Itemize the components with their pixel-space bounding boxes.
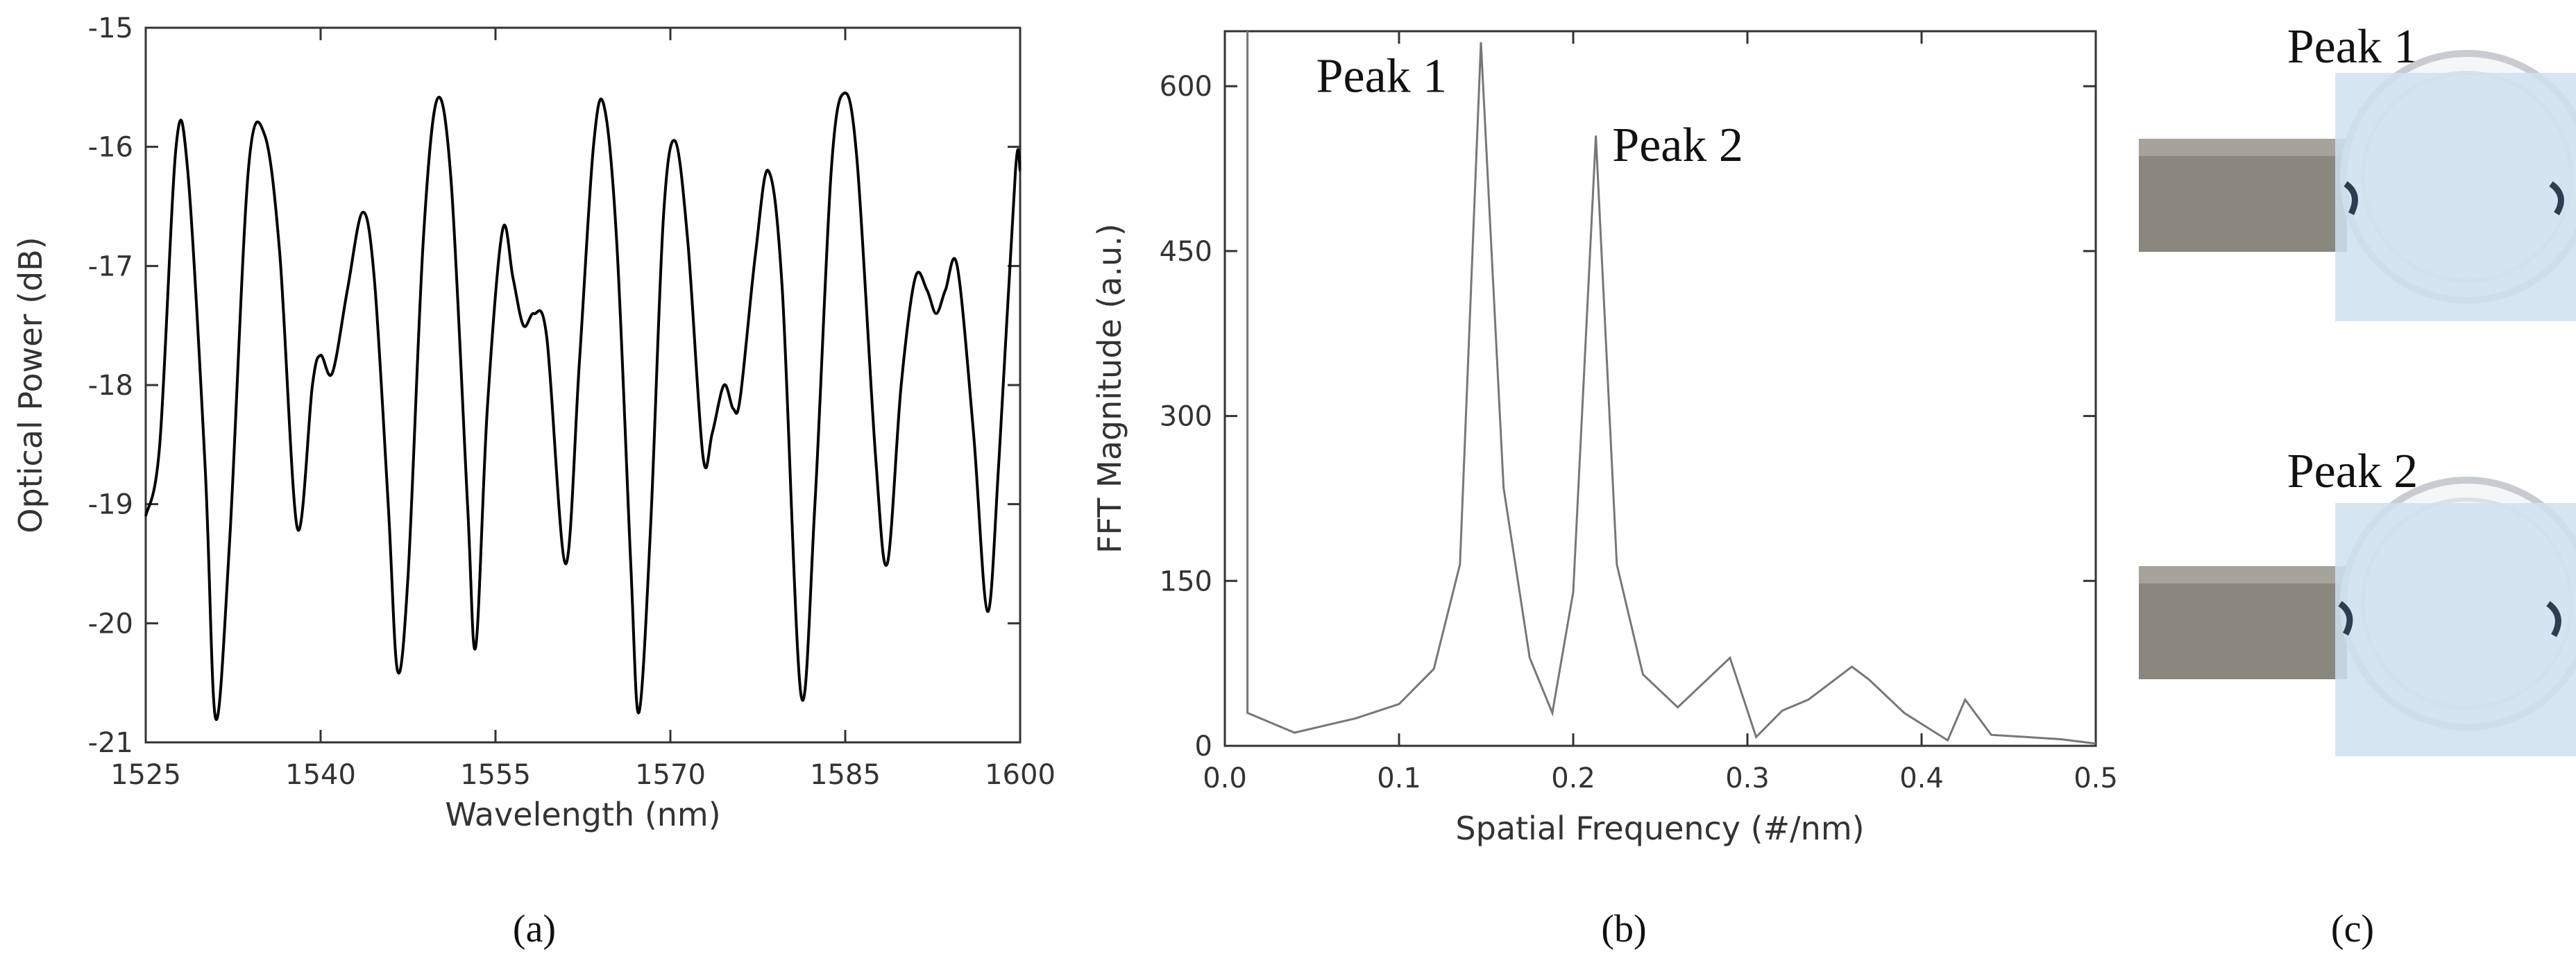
panel-c-illustration: Peak 1 Peak 2 <box>2139 20 2576 756</box>
x-tick-label: 0.2 <box>1551 762 1595 794</box>
panel-b-plot-frame <box>1223 30 2097 747</box>
fiber-stem-bottom-highlight <box>2139 566 2347 583</box>
y-tick-label: 300 <box>1160 401 1212 433</box>
peak-2-left-arrow-icon <box>2338 601 2353 636</box>
caption-a: (a) <box>513 907 556 951</box>
panel-b-peak-2-annotation: Peak 2 <box>1612 119 1743 172</box>
peak-2-right-arrow-icon <box>2546 601 2561 638</box>
panel-a-ticks <box>144 26 1022 744</box>
y-tick-label: -15 <box>88 12 133 44</box>
y-tick-label: 450 <box>1160 236 1212 268</box>
caption-c-letter: c <box>2344 907 2362 951</box>
x-tick-label: 0.3 <box>1725 762 1770 794</box>
x-tick-label: 0.1 <box>1377 762 1421 794</box>
y-tick-label: -18 <box>88 370 133 402</box>
x-tick-label: 1585 <box>810 759 881 791</box>
caption-b-text: (b) <box>1601 907 1646 951</box>
x-tick-label: 0.0 <box>1203 762 1247 794</box>
panel-a-chart: 1525 1540 1555 1570 1585 1600 -21 -20 -19 -18 -17 -… <box>12 12 1056 833</box>
peak-2-mode-highlight <box>2335 503 2576 756</box>
panel-a-plot-frame <box>144 26 1022 744</box>
y-tick-label: -20 <box>88 608 133 640</box>
x-tick-label: 1600 <box>985 759 1056 791</box>
x-tick-label: 1570 <box>635 759 706 791</box>
caption-c: (c) <box>2331 907 2374 951</box>
panel-c-peak-2-label: Peak 2 <box>2287 445 2418 498</box>
x-tick-label: 1525 <box>110 759 181 791</box>
panel-a-x-axis-label: Wavelength (nm) <box>445 796 720 833</box>
peak-1-right-arrow-icon <box>2549 181 2564 216</box>
panel-b-chart: 0.0 0.1 0.2 0.3 0.4 0.5 0 150 300 450 600 Peak 1 P… <box>1091 30 2118 847</box>
peak-1-schematic: Peak 1 <box>2139 20 2576 321</box>
panel-a-transmission-curve <box>144 92 1022 722</box>
peak-1-mode-highlight <box>2335 73 2576 321</box>
caption-b: (b) <box>1601 907 1646 951</box>
x-tick-label: 1555 <box>460 759 531 791</box>
panel-b-y-axis-label: FFT Magnitude (a.u.) <box>1091 223 1128 554</box>
x-tick-label: 0.5 <box>2074 762 2118 794</box>
caption-a-letter: a <box>526 907 543 951</box>
panel-a-tick-labels: 1525 1540 1555 1570 1585 1600 -21 -20 -19 -18 -17 -… <box>88 12 1056 791</box>
caption-c-text: (c) <box>2331 907 2374 951</box>
fiber-stem-bottom <box>2139 566 2347 679</box>
x-tick-label: 0.4 <box>1899 762 1944 794</box>
panel-c-peak-1-label: Peak 1 <box>2287 20 2418 74</box>
panel-b-ticks <box>1223 31 2097 747</box>
panel-b-x-axis-label: Spatial Frequency (#/nm) <box>1455 810 1864 847</box>
y-tick-label: -17 <box>88 250 133 282</box>
y-tick-label: 0 <box>1195 731 1212 762</box>
x-tick-label: 1540 <box>285 759 356 791</box>
panel-b-peak-1-annotation: Peak 1 <box>1316 49 1448 103</box>
panel-a-y-axis-label: Optical Power (dB) <box>12 237 49 533</box>
y-tick-label: -21 <box>88 727 133 759</box>
caption-b-letter: b <box>1614 907 1634 951</box>
fiber-stem-top <box>2139 139 2347 252</box>
fiber-stem-top-highlight <box>2139 139 2347 156</box>
peak-2-schematic: Peak 2 <box>2139 445 2576 756</box>
y-tick-label: -19 <box>88 489 133 521</box>
caption-a-text: (a) <box>513 907 556 951</box>
peak-1-left-arrow-icon <box>2344 181 2358 216</box>
panel-b-fft-curve <box>1246 31 2096 745</box>
panel-b-tick-labels: 0.0 0.1 0.2 0.3 0.4 0.5 0 150 300 450 600 <box>1160 71 2118 794</box>
y-tick-label: -16 <box>88 132 133 164</box>
y-tick-label: 600 <box>1160 71 1212 103</box>
y-tick-label: 150 <box>1160 565 1212 597</box>
